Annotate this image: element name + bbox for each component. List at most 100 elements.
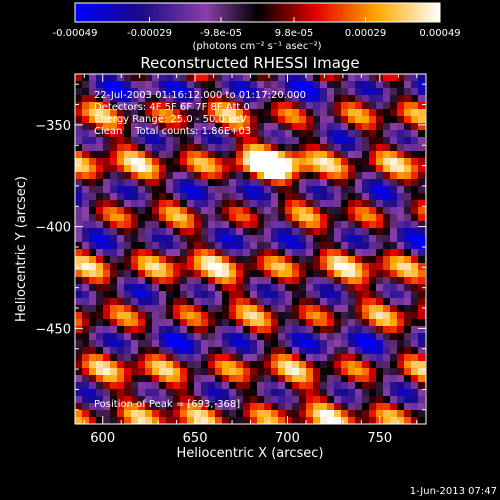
heatmap-cell (145, 165, 153, 173)
heatmap-cell (194, 74, 202, 82)
heatmap-cell (110, 340, 118, 348)
heatmap-cell (397, 81, 405, 89)
heatmap-cell (369, 368, 377, 376)
heatmap-cell (222, 270, 230, 278)
heatmap-cell (187, 109, 195, 117)
heatmap-cell (215, 389, 223, 397)
heatmap-cell (75, 291, 83, 299)
heatmap-cell (236, 235, 244, 243)
heatmap-cell (222, 291, 230, 299)
heatmap-cell (173, 298, 181, 306)
heatmap-cell (362, 81, 370, 89)
heatmap-cell (89, 298, 97, 306)
heatmap-cell (418, 263, 426, 271)
heatmap-cell (369, 214, 377, 222)
heatmap-cell (250, 81, 258, 89)
heatmap-cell (299, 375, 307, 383)
heatmap-cell (397, 256, 405, 264)
heatmap-cell (418, 333, 426, 341)
heatmap-cell (341, 116, 349, 124)
heatmap-cell (341, 382, 349, 390)
heatmap-cell (292, 179, 300, 187)
heatmap-cell (264, 130, 272, 138)
heatmap-cell (292, 172, 300, 180)
heatmap-cell (82, 235, 90, 243)
heatmap-cell (124, 193, 132, 201)
heatmap-cell (166, 277, 174, 285)
heatmap-cell (236, 396, 244, 404)
heatmap-cell (390, 382, 398, 390)
heatmap-cell (341, 417, 349, 424)
heatmap-cell (348, 74, 356, 82)
heatmap-cell (327, 326, 335, 334)
heatmap-cell (257, 235, 265, 243)
heatmap-cell (89, 109, 97, 117)
heatmap-cell (341, 354, 349, 362)
heatmap-cell (166, 228, 174, 236)
heatmap-cell (194, 326, 202, 334)
heatmap-cell (166, 270, 174, 278)
heatmap-cell (89, 207, 97, 215)
heatmap-cell (75, 389, 83, 397)
heatmap-cell (404, 193, 412, 201)
heatmap-cell (229, 382, 237, 390)
heatmap-cell (222, 207, 230, 215)
heatmap-cell (257, 214, 265, 222)
heatmap-cell (334, 235, 342, 243)
heatmap-cell (110, 221, 118, 229)
heatmap-cell (131, 291, 139, 299)
heatmap-cell (215, 340, 223, 348)
heatmap-cell (131, 137, 139, 145)
heatmap-cell (89, 347, 97, 355)
heatmap-cell (75, 403, 83, 411)
heatmap-cell (243, 116, 251, 124)
heatmap-cell (138, 109, 146, 117)
heatmap-cell (110, 144, 118, 152)
heatmap-cell (187, 312, 195, 320)
heatmap-cell (348, 102, 356, 110)
heatmap-cell (103, 375, 111, 383)
heatmap-cell (89, 382, 97, 390)
heatmap-cell (131, 165, 139, 173)
heatmap-cell (313, 319, 321, 327)
heatmap-cell (110, 88, 118, 96)
heatmap-cell (236, 116, 244, 124)
heatmap-cell (292, 193, 300, 201)
heatmap-cell (166, 347, 174, 355)
heatmap-cell (341, 207, 349, 215)
heatmap-cell (110, 235, 118, 243)
heatmap-cell (383, 284, 391, 292)
heatmap-cell (89, 375, 97, 383)
heatmap-cell (194, 361, 202, 369)
heatmap-cell (96, 88, 104, 96)
heatmap-cell (257, 221, 265, 229)
heatmap-cell (362, 214, 370, 222)
heatmap-cell (131, 74, 139, 82)
heatmap-cell (292, 291, 300, 299)
heatmap-cell (278, 158, 286, 166)
heatmap-cell (236, 151, 244, 159)
heatmap-cell (306, 340, 314, 348)
heatmap-cell (390, 270, 398, 278)
heatmap-cell (271, 137, 279, 145)
heatmap-cell (75, 326, 83, 334)
heatmap-cell (124, 361, 132, 369)
heatmap-cell (117, 151, 125, 159)
heatmap-cell (145, 193, 153, 201)
heatmap-cell (173, 109, 181, 117)
heatmap-cell (257, 193, 265, 201)
heatmap-cell (75, 375, 83, 383)
heatmap-cell (292, 95, 300, 103)
heatmap-cell (327, 333, 335, 341)
heatmap-cell (369, 144, 377, 152)
heatmap-cell (208, 207, 216, 215)
heatmap-cell (250, 340, 258, 348)
heatmap-cell (110, 137, 118, 145)
heatmap-cell (376, 193, 384, 201)
heatmap-cell (334, 256, 342, 264)
heatmap-cell (369, 256, 377, 264)
heatmap-cell (390, 88, 398, 96)
heatmap-cell (299, 200, 307, 208)
heatmap-cell (173, 130, 181, 138)
heatmap-cell (222, 354, 230, 362)
